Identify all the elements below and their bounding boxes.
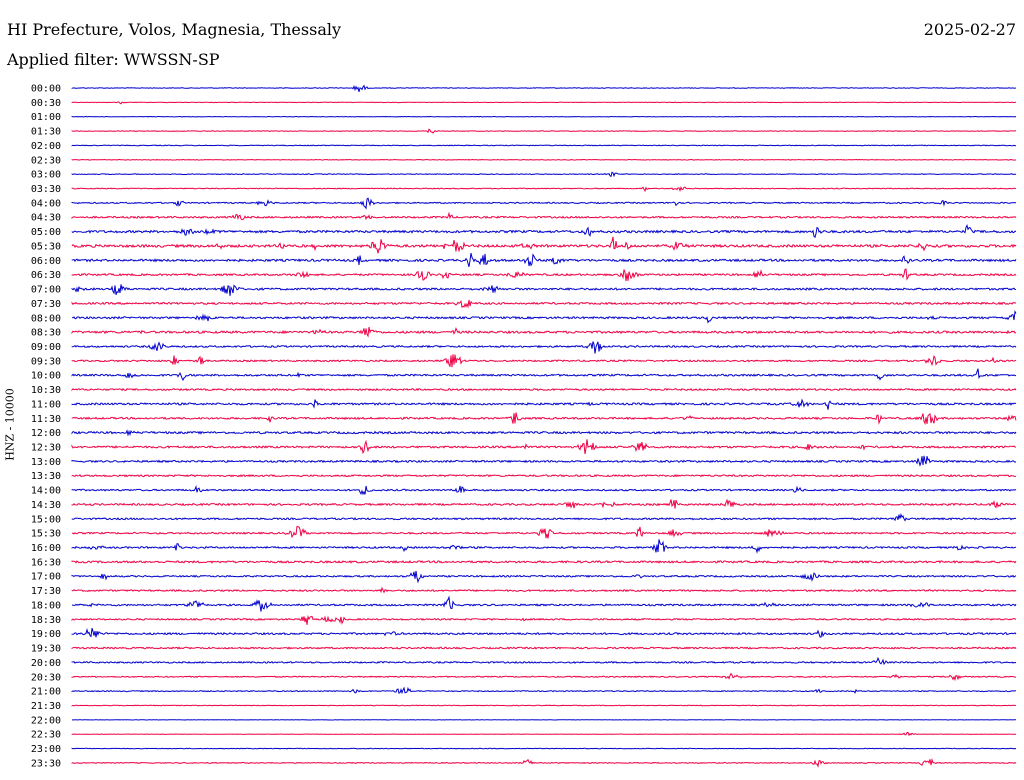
trace-line	[71, 559, 1017, 564]
trace-line	[71, 485, 1017, 496]
row-time-label: 11:30	[31, 414, 61, 425]
row-time-label: 01:00	[31, 112, 61, 123]
row-time-label: 06:30	[31, 270, 61, 281]
row-time-label: 01:30	[31, 127, 61, 138]
row-time-label: 08:00	[31, 313, 61, 324]
row-time-label: 07:00	[31, 285, 61, 296]
trace-line	[71, 309, 1017, 324]
trace-line	[71, 398, 1017, 410]
trace-line	[71, 672, 1017, 682]
trace-line	[71, 268, 1017, 282]
trace-line	[71, 539, 1017, 554]
trace-line	[71, 171, 1017, 178]
trace-line	[71, 570, 1017, 584]
row-time-label: 10:00	[31, 371, 61, 382]
trace-line	[71, 144, 1017, 147]
trace-line	[71, 252, 1017, 267]
row-time-label: 21:30	[31, 701, 61, 712]
row-time-label: 02:30	[31, 155, 61, 166]
row-time-label: 13:30	[31, 471, 61, 482]
trace-line	[71, 128, 1017, 134]
trace-line	[71, 211, 1017, 221]
row-time-label: 15:30	[31, 529, 61, 540]
row-time-label: 02:00	[31, 141, 61, 152]
filter-label: Applied filter: WWSSN-SP	[7, 50, 220, 69]
trace-line	[71, 586, 1017, 594]
row-time-label: 23:00	[31, 744, 61, 755]
trace-line	[71, 368, 1017, 382]
trace-line	[71, 412, 1017, 426]
trace-line	[71, 498, 1017, 509]
trace-line	[71, 326, 1017, 338]
row-time-label: 22:00	[31, 715, 61, 726]
trace-line	[71, 429, 1017, 437]
row-time-label: 20:00	[31, 658, 61, 669]
trace-line	[71, 455, 1017, 467]
trace-line	[71, 341, 1017, 354]
trace-line	[71, 223, 1017, 239]
row-time-label: 22:30	[31, 730, 61, 741]
row-time-label: 09:30	[31, 356, 61, 367]
trace-line	[71, 686, 1016, 695]
row-time-label: 04:30	[31, 213, 61, 224]
row-time-label: 05:00	[31, 227, 61, 238]
row-time-label: 15:00	[31, 514, 61, 525]
trace-line	[71, 236, 1017, 254]
row-time-label: 20:30	[31, 672, 61, 683]
row-time-label: 21:00	[31, 687, 61, 698]
trace-line	[71, 656, 1017, 666]
record-date: 2025-02-27	[923, 20, 1016, 39]
row-time-label: 17:30	[31, 586, 61, 597]
trace-line	[71, 115, 1017, 118]
row-time-label: 03:30	[31, 184, 61, 195]
trace-line	[71, 646, 1017, 650]
row-time-label: 18:30	[31, 615, 61, 626]
row-time-label: 03:00	[31, 170, 61, 181]
row-time-label: 16:00	[31, 543, 61, 554]
row-time-label: 08:30	[31, 328, 61, 339]
row-time-label: 13:00	[31, 457, 61, 468]
trace-line	[71, 595, 1017, 612]
trace-line	[71, 614, 1017, 625]
trace-line	[71, 473, 1017, 478]
row-time-label: 12:00	[31, 428, 61, 439]
row-time-label: 18:00	[31, 600, 61, 611]
row-time-label: 00:30	[31, 98, 61, 109]
row-time-label: 14:30	[31, 500, 61, 511]
row-time-label: 19:00	[31, 629, 61, 640]
row-time-label: 06:00	[31, 256, 61, 267]
trace-line	[71, 731, 1016, 737]
trace-line	[71, 354, 1017, 368]
trace-line	[71, 627, 1017, 638]
row-time-label: 12:30	[31, 443, 61, 454]
row-time-label: 19:30	[31, 644, 61, 655]
trace-line	[71, 84, 1017, 93]
row-time-label: 09:00	[31, 342, 61, 353]
trace-line	[71, 512, 1017, 522]
trace-line	[71, 284, 1017, 296]
trace-line	[71, 101, 1017, 105]
row-time-label: 23:30	[31, 758, 61, 769]
trace-line	[71, 525, 1017, 539]
row-time-label: 17:00	[31, 572, 61, 583]
row-time-label: 04:00	[31, 198, 61, 209]
trace-line	[71, 747, 1017, 750]
row-time-label: 16:30	[31, 557, 61, 568]
row-time-label: 05:30	[31, 241, 61, 252]
trace-line	[71, 158, 1016, 161]
row-time-label: 11:00	[31, 399, 61, 410]
row-time-label: 10:30	[31, 385, 61, 396]
trace-line	[71, 757, 1017, 768]
trace-line	[71, 197, 1016, 210]
station-title: HI Prefecture, Volos, Magnesia, Thessaly	[7, 20, 342, 39]
row-time-label: 14:00	[31, 486, 61, 497]
trace-line	[71, 387, 1017, 392]
trace-line	[71, 299, 1017, 309]
row-time-label: 07:30	[31, 299, 61, 310]
trace-line	[71, 439, 1017, 455]
trace-line	[71, 704, 1016, 707]
row-time-label: 00:00	[31, 84, 61, 95]
trace-line	[71, 185, 1017, 193]
